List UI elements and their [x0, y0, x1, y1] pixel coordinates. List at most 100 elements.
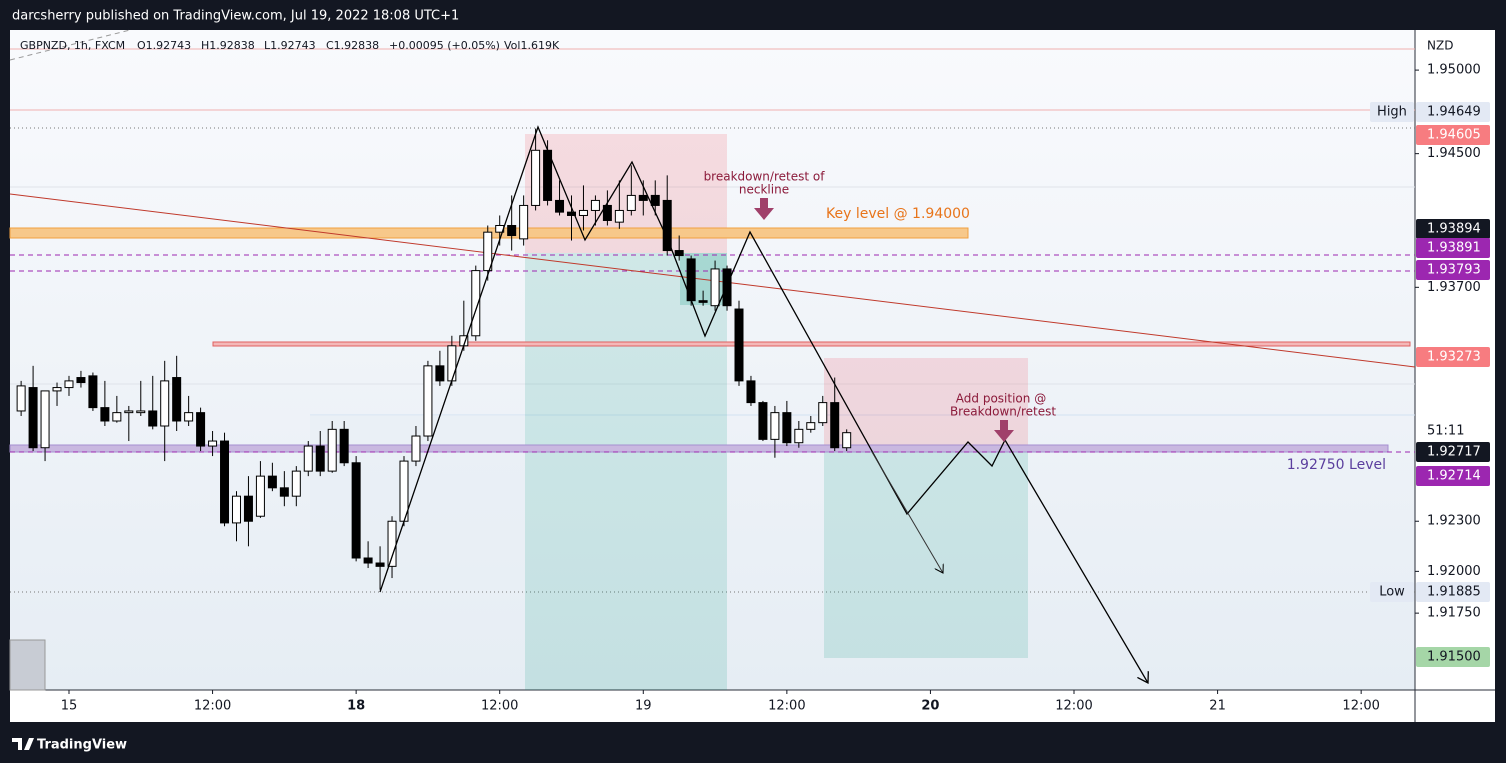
y-tick-label: 1.94500 [1427, 146, 1481, 161]
zigzag [379, 125, 1148, 683]
arrow [871, 451, 943, 573]
candle-body [243, 495, 253, 522]
published-line: darcsherry published on TradingView.com,… [12, 9, 459, 24]
price-tag-label: 1.91500 [1427, 650, 1481, 665]
candle-body [76, 377, 86, 384]
legend-open: O1.92743 [137, 39, 191, 52]
brand: TradingView [37, 738, 127, 753]
candle-body [626, 194, 636, 211]
down-arrow [994, 420, 1014, 442]
price-tag-label: 1.92717 [1427, 445, 1481, 460]
annotation: Breakdown/retest [950, 405, 1056, 419]
legend-change: +0.00095 (+0.05%) [389, 39, 500, 52]
axes: 1.95000 1.94500 1.93700 1.92300 1.92000 1.917… [61, 63, 1481, 714]
candle-body [291, 470, 301, 497]
x-tick-label: 18 [347, 699, 365, 714]
candle-body [638, 194, 648, 201]
candle-body [387, 520, 397, 567]
candle-body [279, 487, 289, 497]
price-tag-name: High [1377, 105, 1407, 120]
candles [16, 128, 852, 590]
price-tag [1416, 125, 1490, 145]
legend: GBPNZD, 1h, FXCM O1.92743 H1.92838 L1.92… [20, 39, 560, 52]
y-tick-label: 1.95000 [1427, 63, 1481, 78]
candle-body [100, 407, 110, 422]
candle-body [782, 412, 792, 444]
x-tick-label: 21 [1209, 699, 1226, 714]
candle-body [483, 231, 493, 272]
price-tag [1416, 442, 1490, 462]
stop-zone [824, 358, 1028, 452]
price-tag-name-box [1370, 102, 1414, 122]
candle-body [136, 410, 146, 414]
candle-body [818, 402, 828, 424]
candle-body [40, 390, 50, 449]
price-tag-label: 51:11 [1427, 424, 1464, 439]
candle-body [52, 387, 62, 392]
candle-body [806, 422, 816, 430]
price-tag-label: 1.93793 [1427, 263, 1481, 278]
candle-body [411, 435, 421, 462]
time-axis [10, 690, 1495, 722]
price-tag [1416, 347, 1490, 367]
candle-body [16, 385, 26, 412]
candle-body [375, 562, 385, 567]
price-tag [1416, 102, 1490, 122]
price-tag-label: 1.93891 [1427, 241, 1481, 256]
price-tags: 1.94649 High 1.94605 1.93894 1.93891 1.93793 1… [1370, 102, 1490, 667]
annotation: 1.92750 Level [1287, 457, 1386, 473]
y-tick-label: 1.92000 [1427, 564, 1481, 579]
candle-body [602, 204, 612, 221]
candle-body [614, 209, 624, 223]
candle-body [339, 428, 349, 464]
candle-body [650, 194, 660, 206]
candle-body [327, 428, 337, 472]
candle-body [758, 402, 768, 440]
candle-body [160, 380, 170, 427]
candle-body [794, 428, 804, 444]
candle-body [351, 462, 361, 559]
dashed-line [9, 29, 131, 61]
down-arrow [754, 198, 774, 220]
candle-body [208, 440, 218, 447]
candle-body [172, 377, 182, 422]
candle-body [267, 475, 277, 489]
legend-close: C1.92838 [326, 39, 379, 52]
price-tag-label: 1.94649 [1427, 105, 1481, 120]
logo [12, 738, 34, 750]
candle-body [590, 199, 600, 211]
candle-body [507, 224, 517, 237]
candle-body [88, 375, 98, 409]
plot-area [10, 30, 1415, 690]
price-tag [1416, 647, 1490, 667]
drawings [9, 29, 1416, 691]
legend-low: L1.92743 [264, 39, 316, 52]
target-zone [824, 452, 1028, 658]
price-tag-name-box [1370, 582, 1414, 602]
price-tag-name: Low [1379, 585, 1405, 600]
price-tag [1416, 582, 1490, 602]
candle-body [112, 412, 122, 422]
price-tag [1416, 219, 1490, 239]
candle-body [196, 412, 206, 447]
x-tick-label: 12:00 [768, 699, 805, 714]
x-tick-label: 12:00 [1055, 699, 1092, 714]
candle-body [746, 380, 756, 404]
footer: TradingView [12, 738, 127, 753]
candle-body [64, 380, 74, 389]
legend-symbol: GBPNZD, 1h, FXCM [20, 39, 125, 52]
candle-body [734, 308, 744, 382]
x-tick-label: 12:00 [1342, 699, 1379, 714]
candle-body [830, 402, 840, 449]
panel-box [9, 639, 46, 691]
candle-body [28, 387, 38, 449]
candle-body [124, 410, 134, 414]
x-tick-label: 12:00 [481, 699, 518, 714]
candle-body [303, 445, 313, 472]
price-tag-label: 1.94605 [1427, 128, 1481, 143]
candle-body [578, 209, 588, 216]
price-tag [1416, 421, 1490, 441]
candle-body [722, 268, 732, 307]
price-tag [1416, 466, 1490, 486]
